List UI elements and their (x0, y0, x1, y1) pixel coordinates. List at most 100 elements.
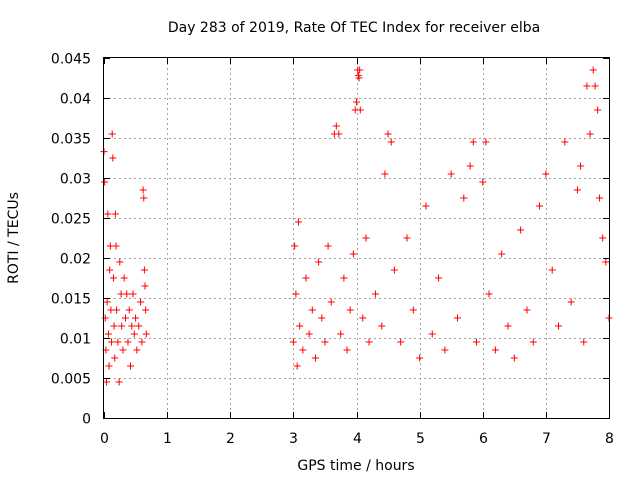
data-point (335, 130, 343, 138)
data-point (355, 74, 363, 82)
data-point (397, 338, 405, 346)
data-point (485, 290, 493, 298)
data-point (589, 66, 597, 74)
data-point (308, 306, 316, 314)
data-point (332, 122, 340, 130)
x-tick-label: 6 (479, 431, 488, 447)
data-point (472, 338, 480, 346)
data-point (324, 242, 332, 250)
y-tick-label: 0.015 (51, 292, 91, 308)
data-point (115, 378, 123, 386)
data-point (105, 362, 113, 370)
data-point (580, 338, 588, 346)
data-point (103, 298, 111, 306)
y-tick-label: 0.03 (60, 172, 91, 188)
data-point (292, 290, 300, 298)
data-point (510, 354, 518, 362)
data-point (479, 178, 487, 186)
data-point (293, 362, 301, 370)
data-point (296, 322, 304, 330)
data-point (132, 314, 140, 322)
data-point (586, 130, 594, 138)
grid-lines (104, 58, 609, 418)
x-tick-label: 8 (605, 431, 614, 447)
data-point (133, 346, 141, 354)
data-point (135, 322, 143, 330)
data-point (141, 282, 149, 290)
data-point (384, 130, 392, 138)
data-point (536, 202, 544, 210)
data-point (599, 234, 607, 242)
data-point (555, 322, 562, 330)
y-tick-label: 0.045 (51, 52, 91, 68)
data-point (101, 178, 109, 186)
data-point (111, 210, 119, 218)
data-point (127, 362, 135, 370)
data-point (124, 338, 132, 346)
data-point (130, 330, 138, 338)
x-tick-label: 5 (416, 431, 425, 447)
data-point (356, 106, 364, 114)
data-point (428, 330, 436, 338)
data-point (104, 210, 112, 218)
data-point (321, 338, 329, 346)
data-point (140, 194, 148, 202)
data-point (542, 170, 550, 178)
data-point (125, 306, 133, 314)
data-point (140, 266, 148, 274)
data-point (378, 322, 386, 330)
data-point (139, 186, 147, 194)
data-point (315, 258, 323, 266)
data-point (460, 194, 468, 202)
data-point (491, 346, 499, 354)
y-tick-label: 0 (82, 412, 91, 428)
data-point (118, 322, 126, 330)
data-point (337, 330, 345, 338)
data-point (349, 250, 357, 258)
data-point (318, 314, 326, 322)
plot-frame (103, 57, 610, 419)
x-tick-label: 1 (163, 431, 172, 447)
data-point (561, 138, 569, 146)
data-point (441, 346, 449, 354)
data-point (128, 322, 136, 330)
data-point (123, 290, 131, 298)
data-point (548, 266, 556, 274)
data-point (121, 314, 129, 322)
data-point (447, 170, 455, 178)
data-point (108, 338, 116, 346)
data-point (299, 346, 307, 354)
data-point (387, 138, 395, 146)
data-point (103, 378, 111, 386)
data-point (343, 346, 351, 354)
data-point (482, 138, 490, 146)
y-tick-label: 0.02 (60, 252, 91, 268)
data-point (119, 346, 127, 354)
y-axis-label: ROTI / TECUs (6, 192, 22, 284)
data-point (454, 314, 461, 322)
data-point (302, 274, 310, 282)
data-point (138, 338, 146, 346)
data-point (381, 170, 389, 178)
data-point (340, 274, 348, 282)
data-point (109, 274, 117, 282)
y-tick-label: 0.01 (60, 332, 91, 348)
data-point (466, 162, 474, 170)
x-tick-label: 7 (542, 431, 551, 447)
data-point (523, 306, 531, 314)
data-point (591, 82, 599, 90)
data-point (108, 130, 116, 138)
data-points (100, 66, 613, 386)
data-point (567, 298, 575, 306)
data-point (359, 314, 367, 322)
data-point (596, 194, 604, 202)
data-point (594, 106, 602, 114)
data-point (129, 290, 137, 298)
data-point (346, 306, 354, 314)
data-point (577, 162, 585, 170)
data-point (365, 338, 373, 346)
data-point (106, 266, 114, 274)
data-point (353, 98, 360, 106)
y-tick-label: 0.035 (51, 132, 91, 148)
